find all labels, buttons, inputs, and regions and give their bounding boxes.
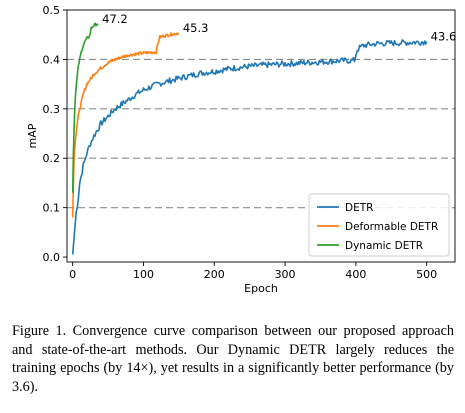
series-line (71, 32, 180, 218)
plot-frame (66, 9, 456, 263)
x-tick-label: 400 (345, 268, 366, 281)
y-tick-label: 0.3 (43, 103, 61, 116)
y-tick-label: 0.4 (43, 53, 61, 66)
y-tick-label: 0.1 (43, 202, 61, 215)
x-tick-label: 500 (416, 268, 437, 281)
series-end-labels: 43.6 45.3 47.2 (102, 12, 456, 44)
series-line (71, 39, 428, 255)
legend-box (308, 193, 450, 257)
x-tick-label: 300 (275, 268, 296, 281)
legend-entry: DETR (345, 202, 373, 214)
x-tick-label: 100 (133, 268, 154, 281)
y-tick-label: 0.5 (43, 4, 61, 17)
legend-entry: Deformable DETR (345, 221, 438, 233)
figure-caption: Figure 1. Convergence curve comparison b… (12, 323, 454, 395)
x-tick-label: 200 (204, 268, 225, 281)
y-axis-label: mAP (26, 123, 39, 148)
y-tick-label: 0.0 (43, 251, 61, 264)
y-tick-label: 0.2 (43, 152, 61, 165)
series-end-label: 45.3 (183, 21, 209, 35)
convergence-chart: 0 100 200 300 400 500 0.0 0.1 0.2 0.3 0.4 0.5 Epoc… (26, 4, 456, 295)
x-axis-ticks: 0 100 200 300 400 500 (69, 262, 437, 281)
legend: DETR Deformable DETR Dynamic DETR (308, 193, 450, 257)
series-end-label: 43.6 (431, 30, 457, 44)
series-end-label: 47.2 (102, 12, 128, 26)
x-axis-label: Epoch (244, 282, 278, 295)
grid-lines (67, 58, 455, 209)
y-axis-ticks: 0.0 0.1 0.2 0.3 0.4 0.5 (43, 4, 67, 264)
series-lines (71, 22, 428, 255)
series-line (71, 22, 99, 193)
x-tick-label: 0 (69, 268, 76, 281)
legend-entry: Dynamic DETR (345, 240, 423, 252)
